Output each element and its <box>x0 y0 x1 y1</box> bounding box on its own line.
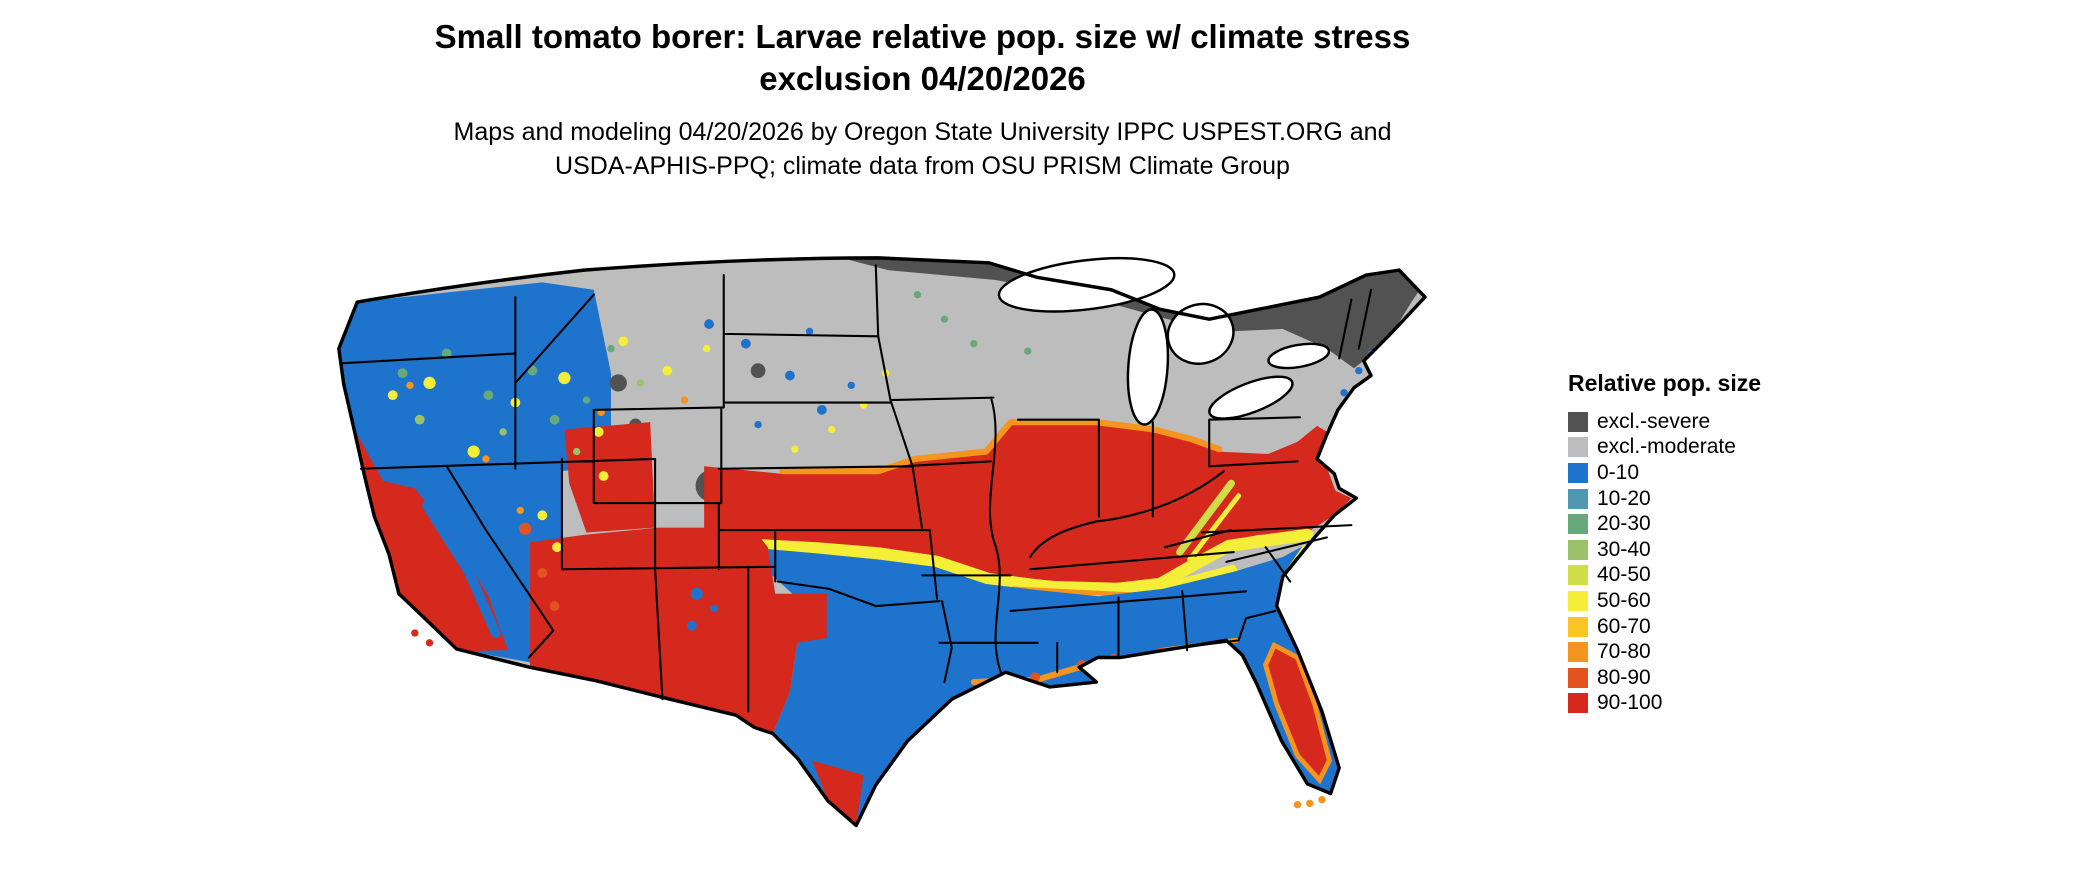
central-red-band-region <box>704 424 1352 587</box>
map-subtitle: Maps and modeling 04/20/2026 by Oregon S… <box>0 116 1845 183</box>
legend-item: 90-100 <box>1568 691 1761 717</box>
speckles-yellow <box>387 336 890 553</box>
legend-item: 50-60 <box>1568 588 1761 614</box>
legend-item-label: 30-40 <box>1597 537 1651 561</box>
map-title-line1: Small tomato borer: Larvae relative pop.… <box>434 18 1411 55</box>
map-subtitle-line2: USDA-APHIS-PPQ; climate data from OSU PR… <box>555 151 1290 180</box>
legend-item: excl.-moderate <box>1568 435 1761 461</box>
legend-item-label: 80-90 <box>1597 665 1651 689</box>
speckles-plains-blue <box>704 319 855 429</box>
legend-item: 10-20 <box>1568 486 1761 512</box>
legend-swatch-30-40 <box>1568 539 1588 560</box>
channel-islands-dots <box>411 629 434 647</box>
legend: Relative pop. size excl.-severe excl.-mo… <box>1568 370 1761 716</box>
legend-item: 30-40 <box>1568 537 1761 563</box>
legend-item-label: 50-60 <box>1597 588 1651 612</box>
map-subtitle-line1: Maps and modeling 04/20/2026 by Oregon S… <box>453 118 1392 147</box>
legend-items: excl.-severe excl.-moderate 0-10 10-20 2… <box>1568 409 1761 716</box>
legend-item: 70-80 <box>1568 639 1761 665</box>
legend-item-label: 0-10 <box>1597 460 1640 484</box>
lake-ontario <box>1267 342 1331 370</box>
legend-swatch-80-90 <box>1568 667 1588 688</box>
legend-item: excl.-severe <box>1568 409 1761 435</box>
conus-map <box>300 226 1530 888</box>
legend-item-label: 70-80 <box>1597 640 1651 664</box>
sierra-blue-strip <box>422 500 501 638</box>
legend-swatch-excl-moderate <box>1568 437 1588 458</box>
legend-item-label: 40-50 <box>1597 563 1651 587</box>
legend-swatch-excl-severe <box>1568 411 1588 432</box>
legend-item-label: 90-100 <box>1597 691 1663 715</box>
legend-swatch-20-30 <box>1568 514 1588 535</box>
legend-title: Relative pop. size <box>1568 370 1762 396</box>
lake-erie <box>1208 375 1294 420</box>
legend-swatch-40-50 <box>1568 565 1588 586</box>
legend-item: 60-70 <box>1568 614 1761 640</box>
south-blue-region <box>745 500 1352 826</box>
legend-item: 20-30 <box>1568 511 1761 537</box>
appalachian-yellow-strip <box>1187 493 1242 562</box>
new-mexico-blue-dots <box>686 587 718 631</box>
florida-red-region <box>1263 641 1332 785</box>
header: Small tomato borer: Larvae relative pop.… <box>0 16 1845 183</box>
legend-item: 40-50 <box>1568 563 1761 589</box>
nevada-red-dots <box>519 522 560 611</box>
south-texas-red-region <box>812 760 864 826</box>
legend-swatch-70-80 <box>1568 642 1588 663</box>
california-red-region <box>355 431 508 652</box>
legend-item-label: excl.-severe <box>1597 409 1711 433</box>
speckles-green <box>397 290 1032 425</box>
map-title-line2: exclusion 04/20/2026 <box>759 60 1086 98</box>
us-outline <box>337 256 1427 828</box>
legend-swatch-60-70 <box>1568 616 1588 637</box>
legend-swatch-0-10 <box>1568 462 1588 483</box>
legend-item: 0-10 <box>1568 460 1761 486</box>
conus-map-svg <box>337 256 1427 828</box>
legend-swatch-50-60 <box>1568 590 1588 611</box>
speckles-light-green <box>414 379 645 456</box>
legend-item-label: excl.-moderate <box>1597 435 1736 459</box>
map-title: Small tomato borer: Larvae relative pop.… <box>0 16 1845 100</box>
state-borders <box>340 264 1373 713</box>
legend-item-label: 20-30 <box>1597 512 1651 536</box>
lake-michigan <box>1126 308 1170 426</box>
utah-red-region <box>564 422 656 533</box>
legend-item-label: 10-20 <box>1597 486 1651 510</box>
legend-item-label: 60-70 <box>1597 614 1651 638</box>
legend-swatch-10-20 <box>1568 488 1588 509</box>
florida-keys-dots <box>1293 796 1326 809</box>
legend-item: 80-90 <box>1568 665 1761 691</box>
legend-swatch-90-100 <box>1568 693 1588 714</box>
